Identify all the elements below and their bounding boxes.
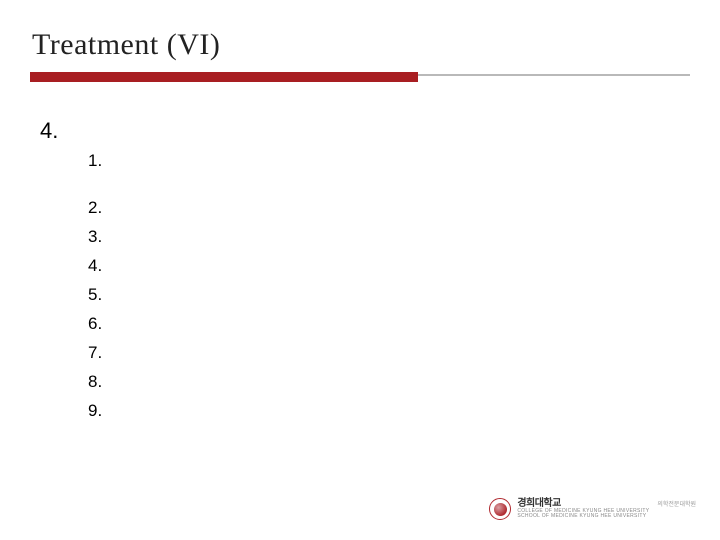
logo-inner-icon (494, 503, 507, 516)
sub-list-gap (88, 181, 102, 199)
logo-badge-icon (489, 498, 511, 520)
sub-list-item: 9. (88, 402, 102, 419)
sub-list-item: 1. (88, 152, 102, 169)
slide-title: Treatment (VI) (32, 28, 220, 61)
footer-logo: 경희대학교 COLLEGE OF MEDICINE KYUNG HEE UNIV… (489, 498, 696, 520)
logo-text-block: 경희대학교 COLLEGE OF MEDICINE KYUNG HEE UNIV… (517, 499, 649, 519)
sub-list-item: 4. (88, 257, 102, 274)
sub-list: 1. 2. 3. 4. 5. 6. 7. 8. 9. (88, 152, 102, 431)
main-list-number: 4. (40, 118, 58, 144)
title-underline (30, 72, 690, 82)
logo-org-sub2: SCHOOL OF MEDICINE KYUNG HEE UNIVERSITY (517, 514, 649, 519)
sub-list-item: 8. (88, 373, 102, 390)
underline-thin (418, 74, 690, 76)
underline-thick (30, 72, 418, 82)
sub-list-item: 6. (88, 315, 102, 332)
sub-list-item: 5. (88, 286, 102, 303)
sub-list-item: 7. (88, 344, 102, 361)
slide-title-area: Treatment (VI) (32, 28, 220, 62)
sub-list-item: 3. (88, 228, 102, 245)
sub-list-item: 2. (88, 199, 102, 216)
logo-org-side: 의학전문대학원 (657, 499, 696, 508)
